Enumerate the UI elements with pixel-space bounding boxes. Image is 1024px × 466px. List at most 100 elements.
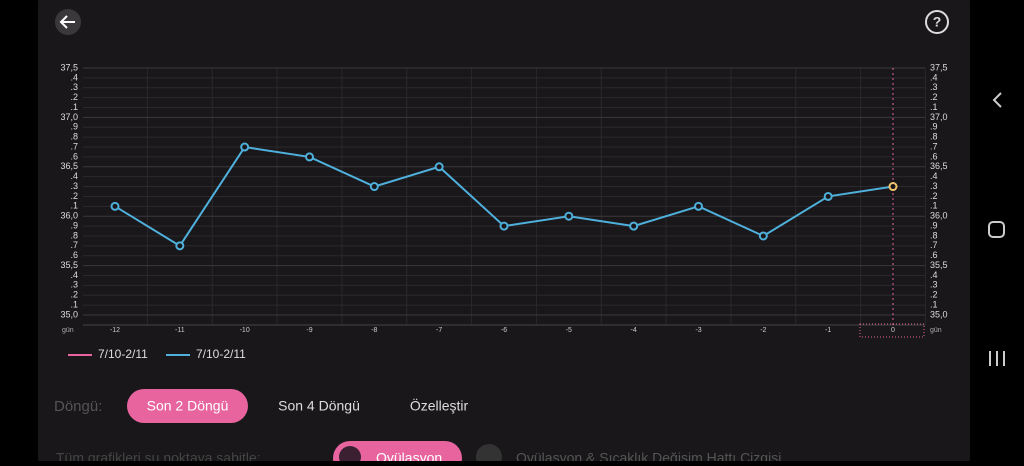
data-point <box>823 191 833 201</box>
y-tick-label-right: .1 <box>930 201 938 211</box>
y-tick-label-right: .2 <box>930 191 938 201</box>
y-tick-label: .4 <box>70 270 78 280</box>
back-button[interactable] <box>55 9 81 35</box>
chip[interactable]: Ovülasyon <box>376 450 442 466</box>
y-tick-label-right: .3 <box>930 181 938 191</box>
y-tick-label-right: .6 <box>930 151 938 161</box>
y-tick-label: .4 <box>70 171 78 181</box>
data-point <box>564 211 574 221</box>
y-tick-label: 37,0 <box>60 112 78 122</box>
data-point <box>694 201 703 211</box>
y-tick-label-right: 35,5 <box>930 260 948 270</box>
y-tick-label: .7 <box>70 240 78 250</box>
legend: 7/10-2/11 7/10-2/11 <box>68 347 246 361</box>
chip[interactable]: Ovülasyon & Sıcaklık Değişim Hattı Çizgi… <box>516 450 781 466</box>
data-point <box>369 182 379 192</box>
x-tick-label: -9 <box>306 327 312 334</box>
y-tick-label: .3 <box>70 280 78 290</box>
y-tick-label-right: .4 <box>930 270 938 280</box>
y-tick-label: 35,0 <box>60 309 78 319</box>
legend-label: 7/10-2/11 <box>196 347 246 361</box>
y-tick-label-right: 37,0 <box>930 112 948 122</box>
y-tick-label-right: .4 <box>930 72 938 82</box>
y-tick-label: .6 <box>70 151 78 161</box>
nav-back[interactable] <box>992 92 1002 108</box>
chip-bg <box>333 441 462 466</box>
y-tick-label-right: 36,0 <box>930 211 948 221</box>
y-tick-label-right: .7 <box>930 240 938 250</box>
y-tick-label: .2 <box>70 92 78 102</box>
data-point <box>758 231 768 241</box>
panel <box>38 0 970 466</box>
y-tick-label: .7 <box>70 141 78 151</box>
y-tick-label-right: 35,0 <box>930 309 948 319</box>
pin-label: Tüm grafikleri şu noktaya sabitle: <box>56 450 261 461</box>
y-tick-label: 36,5 <box>60 161 78 171</box>
data-point <box>305 152 314 162</box>
nav-bar <box>988 92 1005 366</box>
legend-label: 7/10-2/11 <box>98 347 148 361</box>
data-point <box>434 162 444 172</box>
x-axis-label: gün <box>62 327 74 334</box>
y-tick-label: .9 <box>70 220 78 230</box>
x-tick-label: -5 <box>566 327 572 334</box>
y-tick-label-right: .1 <box>930 299 938 309</box>
y-tick-label-right: 36,5 <box>930 161 948 171</box>
y-tick-label-right: .7 <box>930 141 938 151</box>
y-tick-label: .3 <box>70 181 78 191</box>
y-tick-label-right: .9 <box>930 220 938 230</box>
y-tick-label: .6 <box>70 250 78 260</box>
help-button[interactable]: ? <box>925 10 949 34</box>
x-tick-label: -10 <box>240 327 250 334</box>
x-tick-label: 0 <box>891 327 895 334</box>
x-tick-label: -6 <box>501 327 507 334</box>
y-tick-label: .1 <box>70 201 78 211</box>
data-point <box>175 241 185 251</box>
y-tick-label-right: .2 <box>930 92 938 102</box>
y-tick-label-right: .9 <box>930 122 938 132</box>
y-tick-label: 35,5 <box>60 260 78 270</box>
x-axis-label-right: gün <box>930 327 942 334</box>
cycle-button[interactable]: Son 2 Döngü <box>147 398 229 414</box>
x-tick-label: -8 <box>371 327 377 334</box>
nav-recent[interactable] <box>989 351 1005 366</box>
data-point <box>499 221 509 231</box>
x-tick-label: -7 <box>436 327 442 334</box>
data-point <box>888 182 898 192</box>
y-tick-label-right: 37,5 <box>930 62 948 72</box>
y-tick-label-right: .4 <box>930 171 938 181</box>
y-tick-label: .2 <box>70 290 78 300</box>
x-tick-label: -2 <box>760 327 766 334</box>
y-tick-label-right: .6 <box>930 250 938 260</box>
cycle-label: Döngü: <box>54 398 102 415</box>
cycle-button[interactable]: Özelleştir <box>410 397 469 414</box>
y-tick-label-right: .2 <box>930 290 938 300</box>
button-bg <box>127 389 248 423</box>
cycle-button[interactable]: Son 4 Döngü <box>278 398 360 414</box>
chart: 35,0 35,0.1.1.2.2.3.3.4.435,5 35,5.6.6.7.7… <box>60 62 948 338</box>
y-tick-label-right: .3 <box>930 280 938 290</box>
y-tick-label-right: .1 <box>930 102 938 112</box>
y-tick-label: .2 <box>70 191 78 201</box>
y-tick-label: .3 <box>70 82 78 92</box>
x-tick-label: -1 <box>825 327 831 334</box>
x-tick-label: -3 <box>695 327 701 334</box>
y-tick-label: .1 <box>70 102 78 112</box>
x-tick-label: -4 <box>631 327 637 334</box>
current-day-box <box>859 323 925 338</box>
x-tick-label: -11 <box>175 327 185 334</box>
data-point <box>629 221 639 231</box>
svg-text:?: ? <box>933 14 942 30</box>
y-tick-label: .1 <box>70 299 78 309</box>
y-tick-label-right: .8 <box>930 230 938 240</box>
data-point <box>110 201 120 211</box>
y-tick-label: .8 <box>70 230 78 240</box>
y-tick-label: .4 <box>70 72 78 82</box>
data-point <box>240 142 250 152</box>
x-tick-label: -12 <box>110 327 120 334</box>
nav-home[interactable] <box>988 221 1005 238</box>
y-tick-label: 36,0 <box>60 211 78 221</box>
y-tick-label: 37,5 <box>60 62 78 72</box>
